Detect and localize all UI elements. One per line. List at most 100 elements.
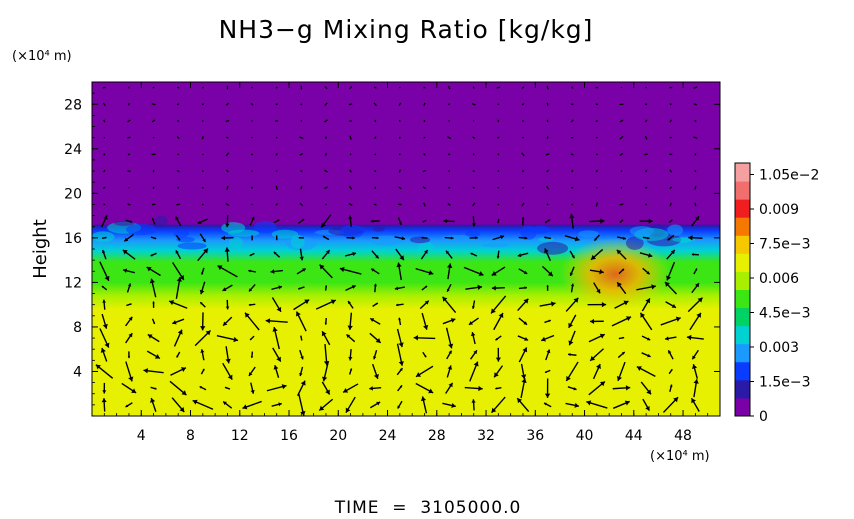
wind-vector [465,284,483,291]
wind-vector [588,333,606,343]
wind-vector [693,379,699,398]
field-detail [92,215,714,311]
wind-vector [225,202,230,207]
colorbar-label: 1.05e−2 [759,168,819,184]
wind-vector [395,303,404,307]
interface-blob [290,235,305,249]
wind-vector [398,119,401,123]
wind-vector [495,387,502,390]
wind-vector [490,396,506,414]
wind-vector [125,332,133,344]
interface-blob [227,229,260,237]
wind-vector [146,266,161,277]
wind-vector [197,218,209,224]
wind-vector [694,202,697,207]
wind-vector [693,136,698,139]
wind-vector [169,380,187,396]
wind-vector [151,203,156,206]
wind-vector [620,169,623,173]
wind-vector [639,218,653,224]
wind-vector [371,236,379,240]
wind-vector [152,301,155,308]
wind-vector [569,213,575,229]
wind-vector [421,285,428,291]
wind-vector [616,361,626,382]
wind-vector [445,382,454,394]
wind-vector [324,102,328,107]
wind-vector [275,136,278,139]
wind-vector [225,119,230,123]
wind-vector [176,351,181,358]
wind-vector [472,186,476,189]
wind-vector [470,331,476,345]
wind-vector [422,351,427,358]
colorbar-label: 0.003 [759,340,799,356]
chart-title: NH3−g Mixing Ratio [kg/kg] [219,15,594,44]
wind-vector [102,186,106,190]
wind-vector [667,349,674,360]
wind-vector [369,401,381,409]
wind-vector [273,251,281,258]
wind-vector [300,85,303,90]
wind-vector [224,247,230,262]
wind-vector [620,186,623,189]
wind-vector [127,170,131,172]
wind-vector [369,386,382,391]
wind-vector [374,153,377,156]
y-axis: 4 8 12 16 20 24 28 [64,92,720,406]
wind-vector [251,235,254,241]
wind-vector [491,266,506,277]
wind-vector [570,153,574,156]
wind-vector [225,102,230,106]
wind-vector [568,330,576,346]
wind-vector [300,335,303,341]
wind-vector [348,368,353,375]
wind-vector [447,202,451,207]
wind-vector [517,298,529,312]
wind-vector [497,103,500,106]
wind-vector [544,218,551,224]
x-tick-label: 44 [625,428,643,444]
interface-blob [465,230,481,238]
wind-vector [415,365,434,378]
wind-vector [569,250,576,259]
wind-vector [225,136,229,139]
wind-vector [192,399,214,410]
wind-vector [126,283,132,293]
wind-vector [640,381,652,395]
wind-vector [176,86,180,89]
time-label: TIME = 3105000.0 [334,498,522,518]
wind-vector [323,119,328,123]
wind-vector [394,286,405,291]
wind-vector [398,136,401,139]
wind-vector [373,119,377,123]
wind-vector [398,203,402,206]
wind-vector [348,103,353,106]
wind-vector [201,119,204,123]
wind-vector [691,364,699,379]
wind-vector [420,396,428,414]
wind-vector [568,314,577,329]
wind-vector [349,169,352,173]
wind-vector [217,265,238,278]
wind-vector [471,300,476,309]
wind-vector [171,397,185,413]
colorbar-label: 1.5e−3 [759,375,811,391]
wind-vector [668,368,673,375]
wind-vector [249,335,255,341]
wind-vector [103,169,106,173]
wind-vector [370,268,380,275]
wind-vector [101,236,107,239]
wind-vector [373,169,377,173]
wind-vector [518,286,528,290]
wind-vector [150,252,157,257]
wind-vector [589,218,605,224]
wind-vector [595,119,599,123]
wind-vector [324,317,328,325]
wind-vector [546,285,549,291]
wind-vector [299,152,304,156]
wind-vector [251,136,253,139]
wind-vector [618,336,625,340]
wind-vector [546,119,549,123]
wind-vector [295,311,307,332]
